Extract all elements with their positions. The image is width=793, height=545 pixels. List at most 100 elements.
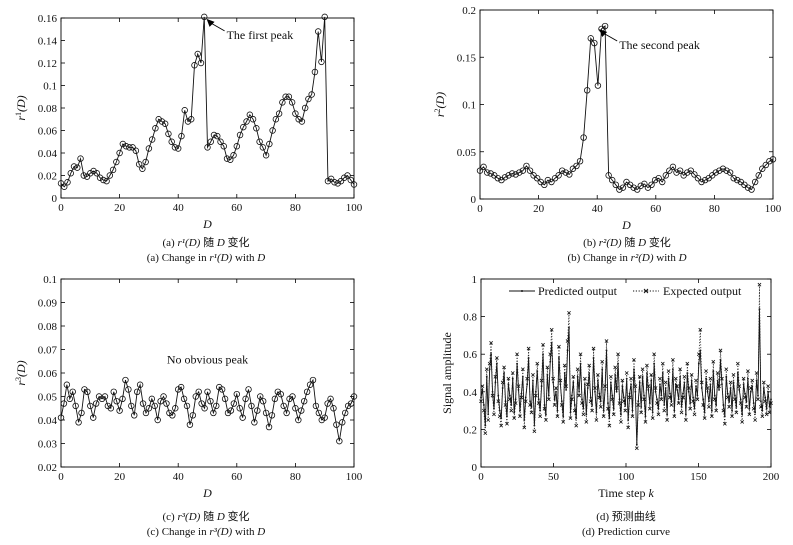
legend-marker-predicted	[521, 290, 523, 292]
x-tick-label-a: 40	[173, 202, 185, 214]
data-point-a	[148, 136, 156, 143]
data-point-c	[321, 414, 328, 421]
data-point-c	[169, 412, 176, 419]
expected-point-d	[704, 369, 708, 374]
predicted-point-d	[770, 398, 772, 401]
data-point-b	[494, 175, 502, 182]
y-tick-label-d: 0.6	[463, 349, 477, 361]
data-point-a	[90, 167, 97, 175]
predicted-point-d	[612, 407, 615, 410]
expected-point-d	[587, 363, 592, 368]
y-tick-label-c: 0.07	[38, 345, 58, 357]
expected-point-d	[497, 414, 502, 419]
caption-b-en: (b) Change in r²(D) with D	[567, 252, 687, 264]
data-point-b	[558, 167, 566, 174]
expected-point-d	[598, 404, 603, 409]
expected-point-d	[627, 395, 632, 400]
data-point-a	[246, 111, 254, 118]
y-tick-label-a: 0.12	[38, 58, 57, 70]
data-point-a	[259, 144, 267, 151]
x-tick-label-d: 200	[763, 471, 780, 483]
data-point-c	[245, 386, 252, 393]
y-tick-label-c: 0.04	[38, 415, 58, 427]
expected-point-d	[500, 380, 505, 385]
expected-point-d	[567, 310, 571, 315]
y-tick-label-d: 0	[472, 462, 478, 474]
x-axis-label-d: Time step k	[598, 486, 654, 500]
data-point-b	[641, 180, 648, 188]
y-tick-label-d: 0.8	[463, 312, 477, 324]
expected-point-d	[523, 399, 528, 404]
data-point-c	[192, 393, 199, 400]
data-point-a	[129, 144, 136, 151]
data-point-b	[505, 172, 512, 179]
data-point-c	[265, 423, 273, 431]
expected-point-d	[624, 371, 629, 375]
data-point-a	[113, 158, 120, 166]
expected-point-d	[649, 372, 654, 377]
data-point-a	[347, 176, 354, 184]
expected-point-d	[759, 404, 763, 409]
expected-point-d	[487, 361, 492, 366]
expected-point-d	[617, 401, 622, 405]
expected-point-d	[492, 412, 496, 417]
expected-point-d	[493, 374, 498, 379]
expected-point-d	[562, 363, 567, 368]
data-point-a	[191, 62, 198, 69]
y-tick-label-d: 1	[472, 274, 478, 286]
expected-point-d	[490, 393, 495, 398]
x-tick-label-d: 150	[690, 471, 707, 483]
expected-point-d	[715, 371, 720, 375]
predicted-point-d	[558, 357, 560, 359]
expected-point-d	[489, 341, 493, 345]
data-point-c	[315, 409, 323, 417]
x-tick-label-a: 80	[290, 202, 302, 214]
data-point-a	[74, 164, 81, 171]
y-axis-label-b: r2(D)	[433, 92, 448, 117]
data-point-a	[236, 131, 244, 139]
expected-point-d	[595, 372, 600, 377]
legend-label-predicted: Predicted output	[538, 284, 618, 298]
expected-point-d	[494, 356, 499, 360]
data-point-c	[154, 416, 161, 424]
data-point-a	[96, 174, 104, 181]
expected-point-d	[499, 423, 504, 428]
expected-point-d	[516, 384, 521, 389]
expected-point-d	[652, 352, 657, 357]
expected-point-d	[676, 401, 681, 405]
expected-point-d	[526, 346, 531, 351]
data-point-c	[259, 398, 267, 405]
expected-point-d	[633, 384, 638, 389]
data-point-c	[131, 412, 138, 419]
data-point-c	[306, 381, 314, 388]
data-point-a	[311, 68, 319, 76]
expected-point-d	[639, 410, 644, 415]
data-point-b	[669, 163, 677, 171]
data-point-b	[759, 165, 766, 172]
data-point-a	[314, 28, 322, 35]
expected-point-d	[502, 365, 506, 370]
data-point-a	[119, 140, 127, 148]
predicted-point-d	[734, 394, 736, 397]
data-point-c	[330, 405, 337, 412]
expected-point-d	[558, 378, 563, 383]
data-point-a	[350, 181, 358, 188]
y-tick-label-c: 0.03	[38, 439, 58, 451]
expected-point-d	[539, 378, 544, 383]
expected-point-d	[515, 352, 519, 357]
data-point-c	[90, 414, 97, 421]
x-axis-label-b: D	[621, 218, 631, 232]
plot-c: 0 20 40 60 80 100 0.02 0.03 0.04 0.05 0.06 0.07 0.08…	[14, 274, 363, 500]
expected-point-d	[555, 414, 560, 419]
expected-point-d	[535, 361, 540, 366]
expected-point-d	[733, 397, 737, 402]
data-point-a	[230, 152, 237, 159]
data-point-b	[766, 157, 773, 165]
x-tick-label-c: 0	[58, 471, 64, 483]
expected-point-d	[636, 403, 641, 407]
data-point-a	[308, 91, 315, 98]
data-point-c	[227, 407, 235, 414]
expected-point-d	[705, 386, 710, 390]
data-point-b	[555, 172, 562, 179]
